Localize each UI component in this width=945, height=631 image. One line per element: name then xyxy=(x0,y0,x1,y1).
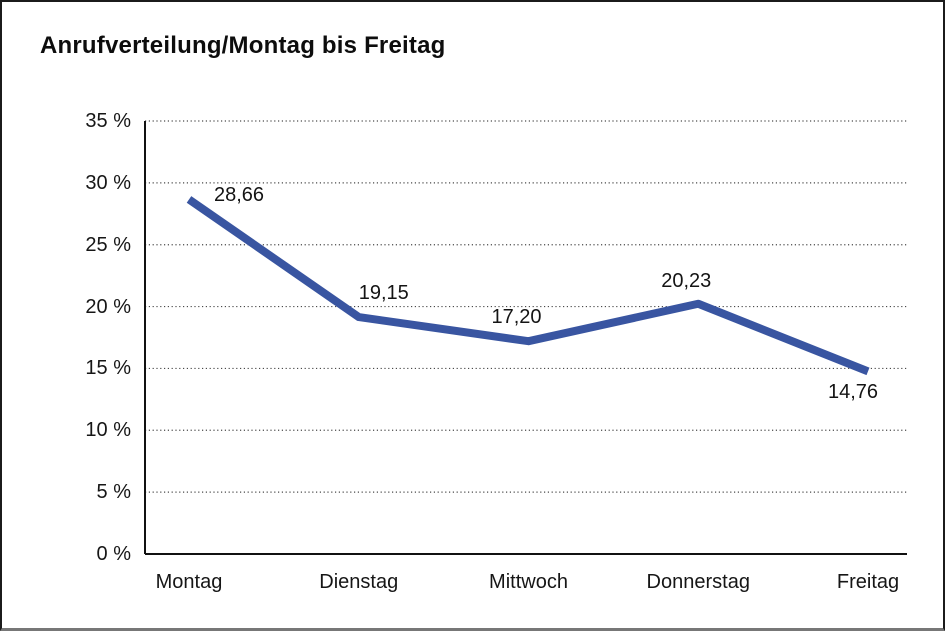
y-axis-tick-label: 0 % xyxy=(96,543,131,565)
y-axis-tick-label: 35 % xyxy=(85,110,131,132)
x-axis-category-label: Freitag xyxy=(836,571,900,593)
x-axis-category-label: Mittwoch xyxy=(489,571,568,593)
data-point-label: 14,76 xyxy=(827,381,879,404)
data-point-label: 17,20 xyxy=(491,306,542,329)
data-point-label: 20,23 xyxy=(661,269,712,292)
x-axis-category-label: Dienstag xyxy=(319,571,399,593)
y-axis-tick-label: 10 % xyxy=(85,419,131,442)
y-axis-tick-label: 30 % xyxy=(85,171,131,194)
chart-title: Anrufverteilung/Montag bis Freitag xyxy=(40,32,446,59)
data-series-line xyxy=(186,196,870,376)
y-axis-tick-label: 25 % xyxy=(85,233,131,256)
x-axis-category-label: Donnerstag xyxy=(646,571,750,593)
data-point-label: 19,15 xyxy=(358,282,409,305)
y-axis-tick-label: 5 % xyxy=(96,481,131,504)
data-point-label: 28,66 xyxy=(213,184,265,207)
x-axis-category-label: Montag xyxy=(155,571,223,593)
y-axis-tick-label: 20 % xyxy=(85,295,131,318)
y-axis-tick-label: 15 % xyxy=(85,357,131,380)
